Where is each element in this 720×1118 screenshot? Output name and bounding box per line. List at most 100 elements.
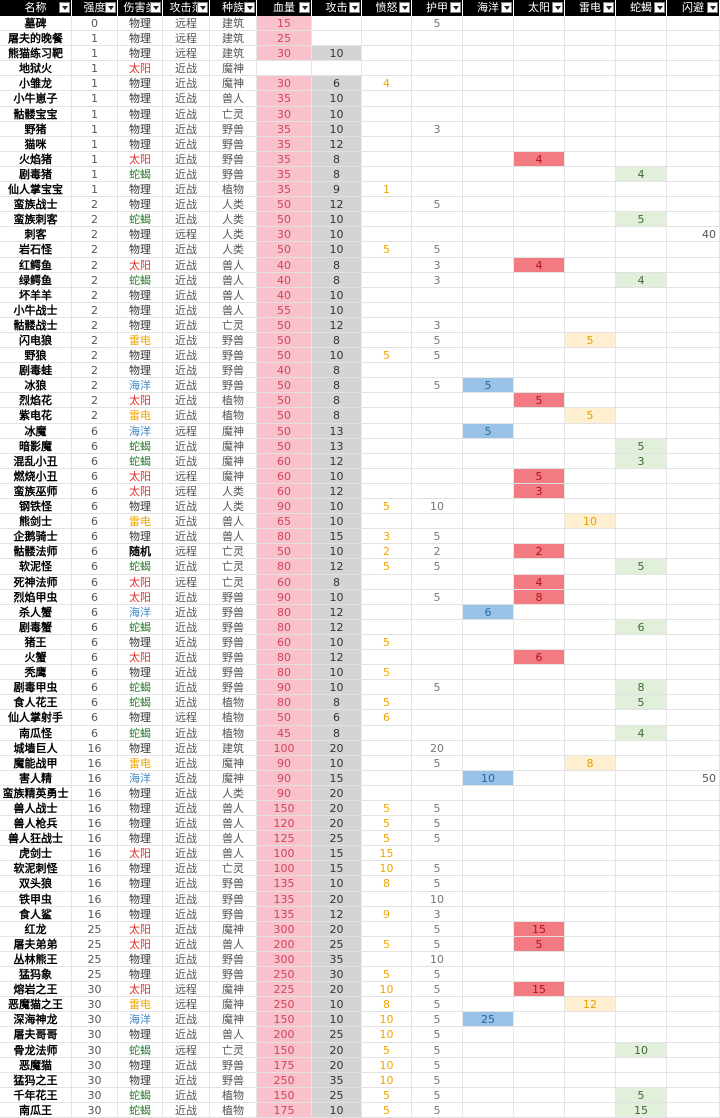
- cell-hp[interactable]: 50: [257, 438, 312, 453]
- cell-name[interactable]: 红鳄鱼: [0, 257, 72, 272]
- cell-armor[interactable]: [412, 634, 463, 650]
- cell-rage[interactable]: [362, 514, 412, 529]
- cell-sea[interactable]: [463, 272, 514, 287]
- cell-range[interactable]: 近战: [163, 906, 210, 921]
- cell-level[interactable]: 2: [72, 348, 118, 363]
- cell-atk[interactable]: 15: [312, 770, 362, 785]
- cell-rage[interactable]: [362, 740, 412, 755]
- cell-hp[interactable]: 40: [257, 363, 312, 378]
- cell-name[interactable]: 恶魔猫之王: [0, 997, 72, 1012]
- cell-scorpion[interactable]: [616, 121, 667, 136]
- cell-rage[interactable]: [362, 121, 412, 136]
- cell-rage[interactable]: 6: [362, 710, 412, 725]
- cell-name[interactable]: 火焰猪: [0, 151, 72, 166]
- cell-sea[interactable]: [463, 650, 514, 665]
- cell-rage[interactable]: 2: [362, 544, 412, 559]
- cell-dodge[interactable]: [667, 861, 720, 876]
- cell-sea[interactable]: [463, 1042, 514, 1057]
- cell-range[interactable]: 近战: [163, 1102, 210, 1117]
- cell-thunder[interactable]: [565, 589, 616, 604]
- cell-scorpion[interactable]: [616, 393, 667, 408]
- cell-scorpion[interactable]: [616, 1027, 667, 1042]
- cell-name[interactable]: 南瓜王: [0, 1102, 72, 1117]
- cell-atk[interactable]: 10: [312, 227, 362, 242]
- cell-race[interactable]: 野兽: [210, 589, 257, 604]
- cell-atk[interactable]: 8: [312, 408, 362, 423]
- cell-race[interactable]: 野兽: [210, 166, 257, 182]
- cell-rage[interactable]: 5: [362, 499, 412, 514]
- cell-race[interactable]: 魔神: [210, 1012, 257, 1027]
- cell-sun[interactable]: 15: [514, 921, 565, 936]
- cell-rage[interactable]: [362, 785, 412, 800]
- cell-armor[interactable]: 3: [412, 317, 463, 332]
- cell-dodge[interactable]: [667, 846, 720, 861]
- cell-dodge[interactable]: [667, 91, 720, 106]
- cell-sun[interactable]: 4: [514, 574, 565, 589]
- cell-scorpion[interactable]: 6: [616, 619, 667, 634]
- cell-sea[interactable]: [463, 997, 514, 1012]
- cell-sea[interactable]: [463, 876, 514, 891]
- cell-race[interactable]: 野兽: [210, 619, 257, 634]
- cell-thunder[interactable]: [565, 302, 616, 317]
- cell-hp[interactable]: 60: [257, 483, 312, 499]
- cell-sun[interactable]: [514, 634, 565, 650]
- cell-range[interactable]: 远程: [163, 544, 210, 559]
- cell-sea[interactable]: [463, 1027, 514, 1042]
- cell-race[interactable]: 野兽: [210, 348, 257, 363]
- cell-sea[interactable]: [463, 348, 514, 363]
- cell-dmg[interactable]: 物理: [118, 499, 163, 514]
- cell-dmg[interactable]: 太阳: [118, 936, 163, 951]
- cell-scorpion[interactable]: 15: [616, 1102, 667, 1117]
- cell-sea[interactable]: [463, 31, 514, 46]
- cell-dmg[interactable]: 物理: [118, 302, 163, 317]
- cell-race[interactable]: 野兽: [210, 136, 257, 151]
- cell-name[interactable]: 地狱火: [0, 61, 72, 76]
- cell-sea[interactable]: [463, 212, 514, 227]
- cell-name[interactable]: 南瓜怪: [0, 725, 72, 740]
- cell-armor[interactable]: [412, 438, 463, 453]
- cell-dodge[interactable]: [667, 317, 720, 332]
- filter-dropdown-icon[interactable]: [244, 2, 255, 13]
- cell-dodge[interactable]: [667, 725, 720, 740]
- cell-dmg[interactable]: 蛇蝎: [118, 1102, 163, 1117]
- cell-sun[interactable]: [514, 423, 565, 438]
- cell-range[interactable]: 远程: [163, 423, 210, 438]
- cell-dmg[interactable]: 物理: [118, 46, 163, 61]
- cell-sun[interactable]: 3: [514, 483, 565, 499]
- cell-sun[interactable]: [514, 740, 565, 755]
- cell-sun[interactable]: [514, 76, 565, 91]
- cell-armor[interactable]: [412, 408, 463, 423]
- cell-armor[interactable]: [412, 453, 463, 468]
- cell-scorpion[interactable]: [616, 136, 667, 151]
- cell-thunder[interactable]: 5: [565, 408, 616, 423]
- cell-dodge[interactable]: [667, 333, 720, 348]
- cell-range[interactable]: 近战: [163, 1057, 210, 1072]
- cell-dmg[interactable]: 蛇蝎: [118, 453, 163, 468]
- cell-range[interactable]: 近战: [163, 136, 210, 151]
- cell-dmg[interactable]: 物理: [118, 967, 163, 982]
- cell-rage[interactable]: [362, 61, 412, 76]
- cell-sea[interactable]: [463, 725, 514, 740]
- cell-sun[interactable]: [514, 121, 565, 136]
- cell-dodge[interactable]: [667, 544, 720, 559]
- cell-scorpion[interactable]: [616, 483, 667, 499]
- cell-range[interactable]: 远程: [163, 574, 210, 589]
- cell-atk[interactable]: 10: [312, 680, 362, 695]
- cell-race[interactable]: 魔神: [210, 982, 257, 997]
- cell-race[interactable]: 人类: [210, 227, 257, 242]
- cell-name[interactable]: 骷髅法师: [0, 544, 72, 559]
- cell-level[interactable]: 30: [72, 1012, 118, 1027]
- cell-race[interactable]: 魔神: [210, 61, 257, 76]
- cell-atk[interactable]: 20: [312, 1042, 362, 1057]
- cell-name[interactable]: 猫咪: [0, 136, 72, 151]
- cell-rage[interactable]: 5: [362, 816, 412, 831]
- cell-level[interactable]: 1: [72, 106, 118, 121]
- cell-dodge[interactable]: [667, 408, 720, 423]
- cell-scorpion[interactable]: [616, 936, 667, 951]
- cell-race[interactable]: 野兽: [210, 151, 257, 166]
- cell-dmg[interactable]: 物理: [118, 891, 163, 906]
- cell-name[interactable]: 烈焰花: [0, 393, 72, 408]
- cell-dmg[interactable]: 物理: [118, 1057, 163, 1072]
- cell-rage[interactable]: [362, 408, 412, 423]
- cell-dodge[interactable]: [667, 529, 720, 544]
